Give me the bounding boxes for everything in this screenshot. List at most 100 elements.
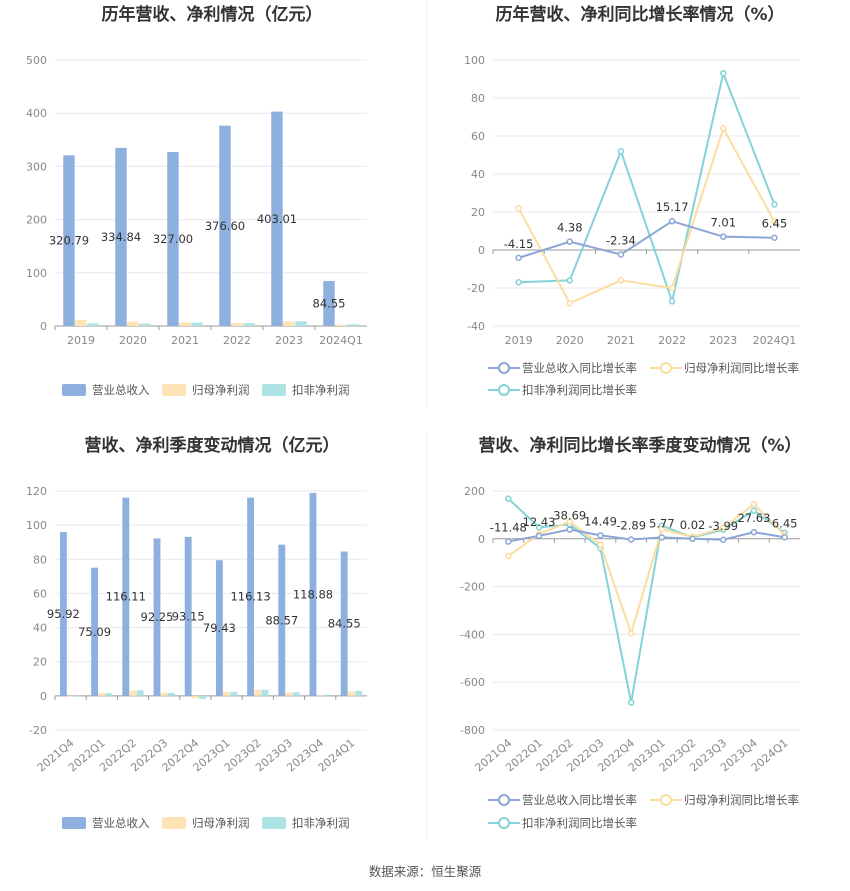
y-tick-label: 200 [464, 485, 485, 498]
line-point [505, 495, 512, 502]
point-value-label: 5.77 [649, 516, 675, 530]
chart-title: 营收、净利同比增长率季度变动情况（%） [478, 435, 801, 456]
bar-deducted-profit [199, 695, 207, 699]
annual-growth-rate-chart: 历年营收、净利同比增长率情况（%） -40 -20 0 20 40 60 80 100 2019 2… [464, 4, 800, 397]
line-point [505, 552, 512, 560]
line-point [668, 298, 676, 305]
x-tick-label: 2022 [658, 334, 686, 347]
y-tick-label: 120 [26, 485, 47, 498]
line-point [781, 534, 788, 541]
bar-deducted-profit [105, 693, 113, 696]
line-point [771, 218, 778, 225]
line-point [750, 528, 758, 536]
legend-label: 归母净利润同比增长率 [684, 793, 799, 807]
y-tick-label: 80 [33, 553, 47, 566]
line-point [515, 279, 522, 286]
bar-parent-profit [231, 323, 243, 326]
y-tick-label: -600 [460, 676, 485, 689]
quarterly-revenue-profit-chart: 营收、净利季度变动情况（亿元）-200204060801001202021Q42… [26, 435, 367, 830]
series-line-2 [518, 69, 776, 305]
point-value-label: 15.17 [656, 200, 689, 214]
line-point [720, 125, 727, 132]
series-line-1 [517, 125, 776, 305]
x-tick-label: 2019 [67, 334, 95, 347]
line-point [617, 251, 625, 258]
bar-revenue [340, 551, 348, 696]
x-tick-label: 2024Q1 [319, 334, 363, 347]
line-point [689, 535, 696, 543]
y-tick-label: 500 [26, 54, 47, 67]
line-point [720, 536, 727, 544]
bar-revenue [91, 567, 99, 696]
y-tick-label: 0 [40, 690, 47, 703]
bar-value-label: 334.84 [101, 230, 141, 244]
line-point [515, 204, 522, 212]
legend-label: 营业总收入 [92, 816, 150, 830]
bar-deducted-profit [74, 695, 82, 697]
y-tick-label: -20 [29, 724, 47, 737]
legend-marker [498, 362, 510, 374]
bar-parent-profit [335, 324, 347, 326]
legend-marker [498, 817, 510, 829]
legend-label: 归母净利润 [192, 383, 250, 397]
bar-parent-profit [67, 695, 75, 697]
bar-revenue [247, 497, 255, 696]
line-point [668, 284, 676, 292]
x-tick-label: 2020 [556, 334, 584, 347]
line-point [668, 217, 676, 225]
series-line-0 [518, 220, 775, 259]
bar-deducted-profit [167, 692, 175, 696]
bar-revenue [167, 152, 179, 326]
line-point [720, 233, 727, 240]
legend-swatch [162, 817, 186, 829]
bar-parent-profit [127, 321, 139, 326]
x-tick-label: 2021 [607, 334, 635, 347]
line-point [627, 699, 635, 706]
bar-value-label: 92.25 [141, 610, 174, 624]
y-tick-label: -40 [467, 320, 485, 333]
legend-label: 营业总收入 [92, 383, 150, 397]
y-tick-label: -20 [467, 282, 485, 295]
y-tick-label: 20 [471, 206, 485, 219]
bar-deducted-profit [292, 692, 300, 696]
point-value-label: -4.15 [504, 237, 534, 251]
bar-revenue [215, 560, 223, 696]
y-tick-label: 40 [471, 168, 485, 181]
line-point [597, 532, 604, 539]
line-point [658, 534, 666, 541]
legend-marker [498, 384, 510, 396]
legend-marker [660, 362, 672, 374]
bar-revenue [323, 281, 335, 326]
bar-value-label: 118.88 [293, 587, 333, 601]
point-value-label: 0.02 [680, 518, 706, 532]
y-tick-label: -400 [460, 628, 485, 641]
bar-parent-profit [254, 689, 262, 696]
y-tick-label: 20 [33, 656, 47, 669]
y-tick-label: 40 [33, 622, 47, 635]
chart-title: 历年营收、净利情况（亿元） [102, 4, 323, 25]
y-tick-label: 200 [26, 214, 47, 227]
legend-swatch [262, 384, 286, 396]
x-tick-label: 2022 [223, 334, 251, 347]
line-point [658, 525, 666, 533]
bar-revenue [309, 492, 317, 696]
bar-parent-profit [75, 320, 87, 326]
bar-parent-profit [283, 321, 295, 326]
point-value-label: 14.49 [584, 514, 617, 528]
bar-parent-profit [98, 693, 106, 696]
x-tick-label: 2023 [709, 334, 737, 347]
bar-revenue [219, 125, 231, 326]
bar-parent-profit [179, 322, 191, 326]
bar-parent-profit [347, 691, 355, 696]
point-value-label: -3.99 [708, 519, 738, 533]
legend-label: 扣非净利润同比增长率 [522, 816, 637, 830]
y-tick-label: 0 [478, 244, 485, 257]
bar-revenue [153, 538, 161, 696]
point-value-label: 4.38 [557, 221, 583, 235]
bar-deducted-profit [136, 690, 144, 696]
annual-revenue-profit-chart: 历年营收、净利情况（亿元） 0 100 200 300 400 500 2019 2020 202… [26, 4, 367, 397]
line-point [566, 526, 573, 533]
bar-deducted-profit [261, 689, 269, 696]
legend-marker [498, 794, 510, 806]
point-value-label: -11.48 [490, 521, 527, 535]
